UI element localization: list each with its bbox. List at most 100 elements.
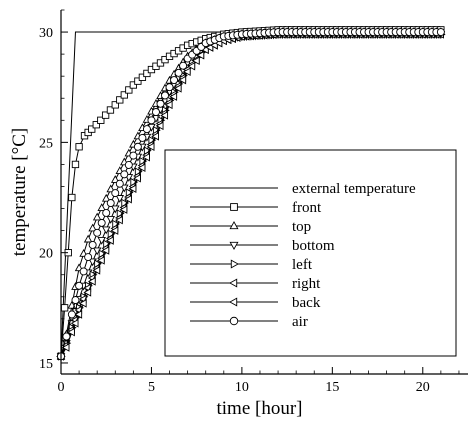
triangle-up-marker — [83, 234, 93, 243]
legend-entry: air — [190, 314, 308, 330]
y-tick-label: 25 — [39, 136, 53, 151]
circle-marker — [133, 142, 142, 151]
square-marker — [143, 69, 151, 78]
triangle-left-marker — [155, 121, 164, 131]
legend-layer: external temperature front top bottom left ri… — [190, 181, 416, 330]
circle-marker — [179, 61, 188, 70]
legend-entry: bottom — [190, 238, 335, 254]
square-marker — [138, 73, 147, 81]
circle-marker — [165, 83, 174, 92]
legend-label: front — [292, 200, 322, 216]
triangle-left-marker — [128, 184, 137, 193]
axes-layer: 0 5 10 15 20 15 20 25 30 time [hour] temperature [… — [9, 9, 468, 419]
circle-marker — [79, 267, 88, 276]
triangle-down-marker — [229, 241, 239, 251]
triangle-left-marker — [182, 67, 191, 77]
legend-label: bottom — [292, 238, 335, 254]
triangle-left-marker — [83, 288, 92, 297]
x-tick-label: 15 — [325, 380, 339, 395]
legend-label: external temperature — [292, 181, 416, 197]
circle-marker — [115, 179, 124, 188]
circle-marker — [229, 316, 239, 326]
circle-marker — [124, 161, 133, 169]
y-tick-label: 20 — [39, 247, 53, 262]
triangle-down-marker — [110, 205, 120, 214]
triangle-left-marker — [164, 100, 173, 110]
legend-box — [164, 149, 457, 357]
circle-marker — [97, 218, 106, 227]
triangle-left-marker — [87, 277, 96, 286]
triangle-up-marker — [88, 223, 97, 232]
triangle-left-marker — [124, 194, 132, 204]
legend-label: air — [292, 314, 308, 330]
circle-marker — [120, 170, 129, 179]
triangle-down-marker — [106, 216, 116, 224]
triangle-left-marker — [133, 173, 141, 183]
triangle-left-marker — [191, 56, 200, 66]
circle-marker — [111, 189, 120, 198]
triangle-right-marker — [230, 259, 240, 269]
square-marker — [101, 111, 110, 119]
square-marker — [71, 160, 80, 169]
triangle-left-marker — [105, 236, 114, 245]
circle-marker — [93, 228, 102, 237]
legend-label: left — [292, 257, 313, 273]
square-marker — [106, 106, 115, 114]
circle-marker — [138, 133, 147, 142]
triangle-up-marker — [106, 184, 116, 193]
x-tick-label: 5 — [148, 380, 155, 395]
square-marker — [134, 77, 142, 85]
triangle-left-marker — [115, 215, 123, 225]
square-marker — [60, 304, 69, 312]
circle-marker — [106, 199, 115, 208]
square-marker — [97, 116, 105, 124]
triangle-left-marker — [101, 246, 110, 255]
triangle-left-marker — [196, 50, 205, 60]
legend-label: right — [292, 276, 321, 292]
triangle-left-marker — [74, 310, 83, 319]
triangle-up-marker — [110, 175, 120, 183]
circle-marker — [436, 28, 445, 37]
triangle-left-marker — [96, 256, 105, 265]
triangle-left-marker — [146, 142, 155, 152]
circle-marker — [84, 253, 93, 262]
legend-box-layer — [164, 149, 457, 357]
triangle-left-marker — [142, 152, 150, 162]
triangle-left-marker — [187, 61, 196, 71]
square-marker — [125, 86, 133, 94]
triangle-left-marker — [119, 205, 128, 214]
square-marker — [111, 101, 119, 109]
triangle-left-marker — [228, 297, 238, 307]
circle-marker — [129, 151, 138, 160]
triangle-up-marker — [229, 220, 239, 230]
triangle-left-marker — [228, 278, 238, 288]
square-marker — [88, 125, 96, 133]
triangle-down-marker — [115, 195, 125, 203]
x-tick-label: 10 — [235, 380, 249, 395]
circle-marker — [161, 91, 169, 100]
series-air — [57, 28, 445, 361]
triangle-left-marker — [151, 132, 159, 141]
circle-marker — [102, 208, 111, 217]
legend-entry: top — [190, 219, 311, 235]
circle-marker — [67, 310, 76, 319]
triangle-left-marker — [110, 226, 119, 235]
y-tick-label: 30 — [39, 26, 53, 41]
circle-marker — [142, 125, 151, 134]
y-tick-label: 15 — [39, 357, 53, 372]
triangle-up-marker — [92, 212, 102, 221]
circle-marker — [75, 281, 84, 290]
legend-entry: front — [190, 200, 322, 216]
square-marker — [129, 81, 138, 89]
triangle-left-marker — [70, 318, 79, 328]
legend-label: back — [292, 295, 321, 311]
square-marker — [120, 91, 128, 99]
square-marker — [92, 121, 100, 129]
legend-entry: back — [190, 295, 321, 311]
circle-marker — [170, 76, 179, 85]
circle-marker — [88, 240, 97, 249]
triangle-left-marker — [160, 111, 169, 120]
circle-marker — [62, 332, 71, 341]
square-marker — [116, 96, 124, 104]
